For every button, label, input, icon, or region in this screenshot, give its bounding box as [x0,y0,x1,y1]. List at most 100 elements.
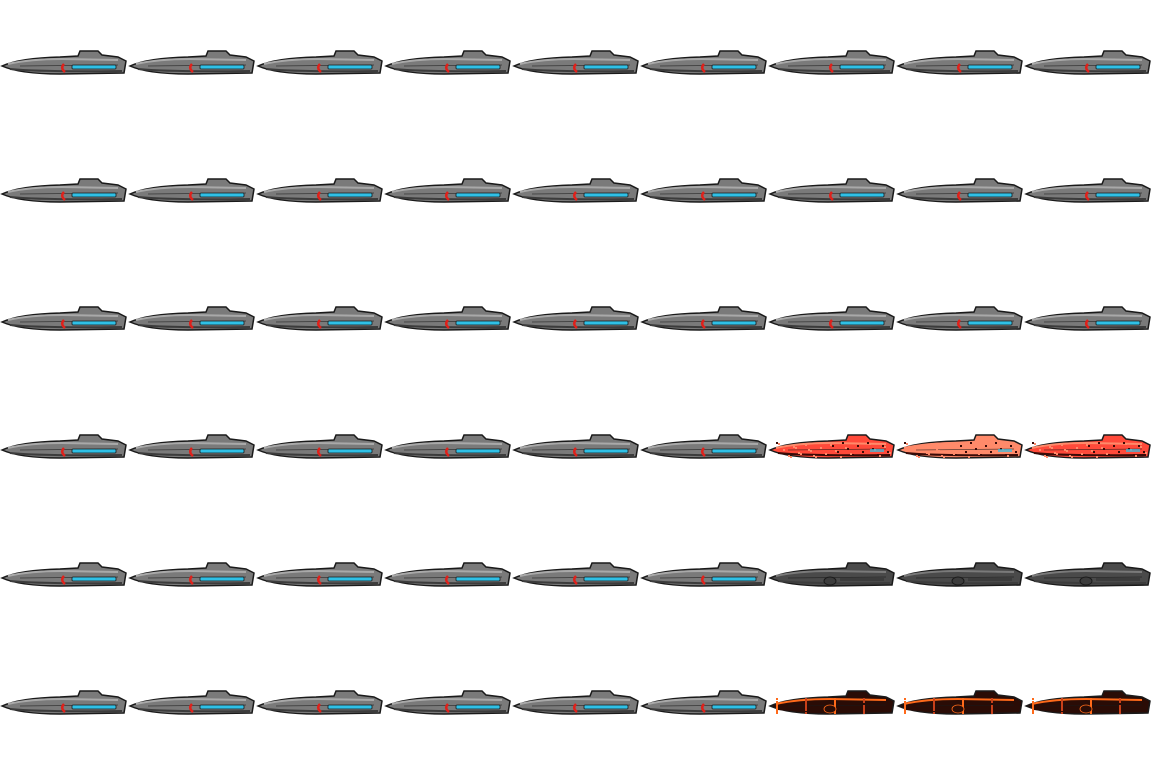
sprite-frame [256,384,384,512]
ship-dark [768,562,895,587]
ship-normal [256,306,383,331]
ship-normal [128,690,255,715]
ship-normal [768,50,895,75]
ship-normal [640,434,767,459]
sprite-frame [640,512,768,640]
ship-normal [128,562,255,587]
ship-damaged-red-bright [896,434,1023,459]
sprite-frame [0,128,128,256]
sprite-frame [640,640,768,768]
sprite-frame [128,0,256,128]
ship-normal [0,306,127,331]
sprite-frame [896,640,1024,768]
sprite-frame [512,256,640,384]
sprite-frame [256,128,384,256]
ship-normal [512,178,639,203]
ship-normal [1024,50,1151,75]
sprite-frame [1024,384,1152,512]
ship-normal [512,690,639,715]
sprite-frame [640,384,768,512]
ship-normal [512,562,639,587]
sprite-frame [896,256,1024,384]
ship-normal [384,306,511,331]
sprite-frame [768,384,896,512]
sprite-frame [640,128,768,256]
sprite-frame [896,512,1024,640]
sprite-frame [0,512,128,640]
ship-normal [640,178,767,203]
sprite-frame [256,256,384,384]
ship-normal [256,50,383,75]
sprite-frame [512,640,640,768]
sprite-frame [768,256,896,384]
ship-normal [384,434,511,459]
ship-dark [1024,562,1151,587]
sprite-frame [1024,512,1152,640]
sprite-frame [768,640,896,768]
ship-dark [896,562,1023,587]
ship-normal [256,434,383,459]
ship-normal [896,50,1023,75]
sprite-frame [896,384,1024,512]
ship-normal [896,178,1023,203]
ship-normal [128,434,255,459]
sprite-frame [1024,256,1152,384]
sprite-frame [384,640,512,768]
sprite-frame [384,128,512,256]
sprite-frame [1024,128,1152,256]
sprite-frame [0,0,128,128]
ship-normal [384,562,511,587]
ship-burnt [896,690,1023,715]
sprite-frame [768,128,896,256]
sprite-frame [896,128,1024,256]
ship-normal [0,178,127,203]
ship-normal [128,306,255,331]
sprite-frame [128,512,256,640]
sprite-frame [1024,0,1152,128]
ship-normal [640,562,767,587]
sprite-frame [512,512,640,640]
ship-normal [768,178,895,203]
ship-normal [384,178,511,203]
ship-normal [0,562,127,587]
ship-normal [256,178,383,203]
sprite-frame [384,384,512,512]
sprite-frame [896,0,1024,128]
ship-normal [1024,306,1151,331]
ship-normal [512,306,639,331]
sprite-frame [640,256,768,384]
sprite-frame [768,0,896,128]
ship-normal [640,306,767,331]
sprite-frame [128,256,256,384]
sprite-frame [0,384,128,512]
ship-normal [1024,178,1151,203]
ship-normal [0,50,127,75]
sprite-frame [128,640,256,768]
ship-normal [640,50,767,75]
ship-damaged-red [1024,434,1151,459]
sprite-frame [128,384,256,512]
ship-normal [128,50,255,75]
ship-burnt [768,690,895,715]
sprite-frame [640,0,768,128]
ship-normal [0,434,127,459]
sprite-frame [0,640,128,768]
sprite-frame [768,512,896,640]
ship-normal [384,690,511,715]
sprite-frame [512,128,640,256]
ship-normal [256,690,383,715]
ship-normal [0,690,127,715]
sprite-frame [384,0,512,128]
sprite-frame [512,0,640,128]
ship-normal [896,306,1023,331]
ship-normal [768,306,895,331]
sprite-frame [0,256,128,384]
sprite-frame [512,384,640,512]
ship-normal [512,50,639,75]
sprite-frame [256,512,384,640]
ship-normal [512,434,639,459]
ship-normal [256,562,383,587]
ship-burnt [1024,690,1151,715]
sprite-frame [256,0,384,128]
